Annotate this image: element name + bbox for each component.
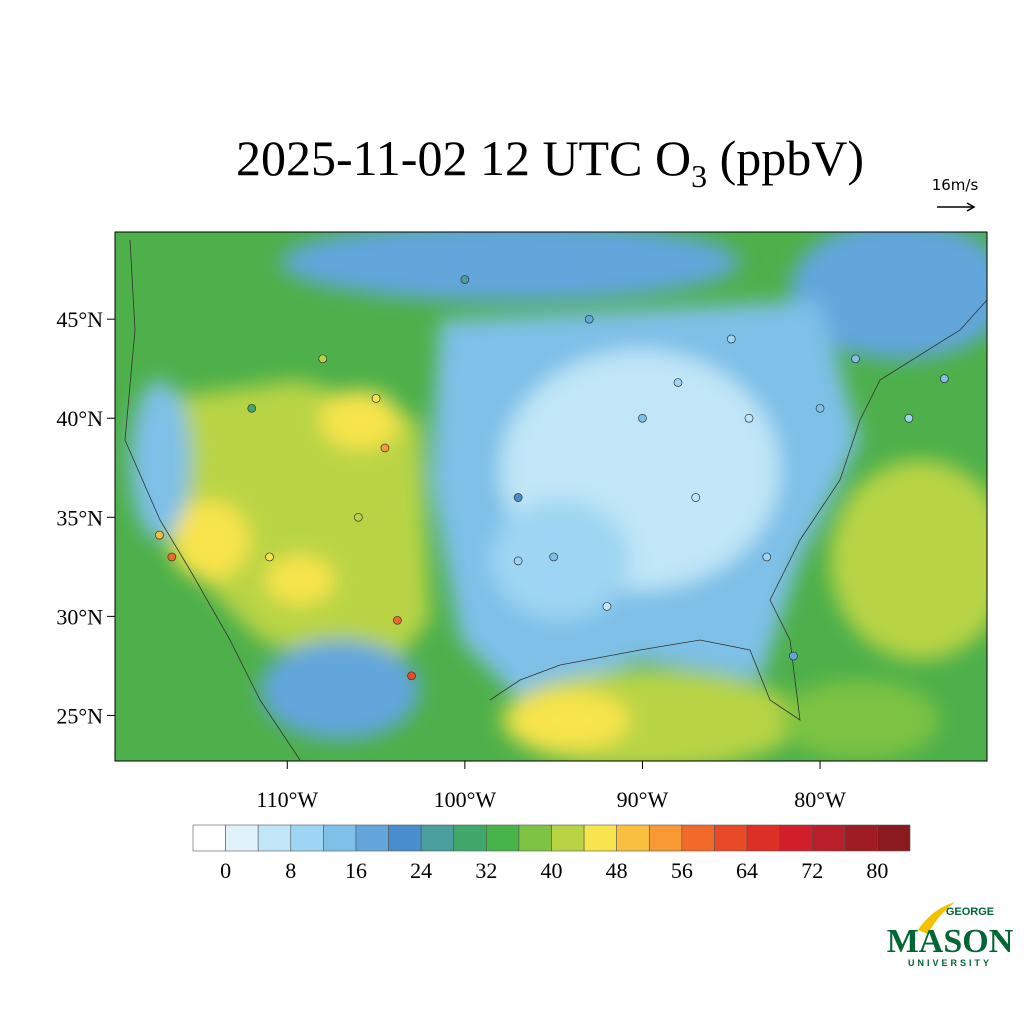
colorbar-box [681,824,715,852]
colorbar-box [811,824,846,852]
station [380,443,390,453]
station [584,314,594,324]
colorbar-box [714,824,748,852]
colorbar-box [225,824,259,852]
colorbar-tick-label: 16 [345,858,367,883]
station [407,671,416,681]
colorbar-box [779,824,813,852]
station [460,275,470,284]
title-suffix: (ppbV) [707,130,864,186]
logo-bottom: UNIVERSITY [908,958,992,968]
colorbar-tick-label: 0 [220,858,231,883]
colorbar-tick-label: 8 [285,858,296,883]
station [393,615,402,625]
colorbar-box [388,824,422,852]
colorbar-box [518,824,552,852]
colorbar-tick-label: 64 [736,858,758,883]
station [513,493,523,502]
station [353,512,363,522]
lat-tick-label: 40°N [56,406,103,431]
logo-swoosh [918,902,955,934]
colorbar-box [844,824,878,852]
lon-tick-label: 100°W [434,787,497,812]
station [155,530,164,540]
colorbar-box [877,824,911,852]
logo-top: GEORGE [946,906,994,918]
map-frame [114,231,988,762]
station [318,354,328,364]
logo-main: MASON [887,923,1014,960]
station [513,556,523,566]
colorbar-tick-label: 40 [541,858,563,883]
station [673,378,683,387]
lat-tick-label: 30°N [56,604,103,629]
station [265,552,274,562]
title-subscript: 3 [691,158,707,194]
vector-reference-label: 16m/s [932,176,979,194]
station [726,334,736,344]
station [371,394,381,403]
ozone-field [115,232,987,761]
colorbar-tick-label: 32 [475,858,497,883]
colorbar-box [648,824,683,852]
colorbar-tick-label: 24 [410,858,432,883]
station [762,552,772,562]
station [247,403,257,413]
colorbar-box [616,824,650,852]
colorbar-tick-label: 48 [606,858,628,883]
colorbar-box [551,824,585,852]
colorbar-box [583,824,617,852]
lon-tick-label: 90°W [617,787,669,812]
station [940,374,949,383]
title-text: 2025-11-02 12 UTC O [236,130,691,186]
station [549,552,559,562]
station [744,413,754,423]
colorbar-tick-label: 56 [671,858,693,883]
colorbar-box [323,824,357,852]
colorbar-box [746,824,780,852]
colorbar-tick-label: 80 [866,858,888,883]
colorbar-box [420,824,455,852]
vector-reference-arrow [937,202,976,212]
colorbar-box [453,824,487,852]
colorbar-box [257,824,292,852]
colorbar-box [192,824,226,852]
colorbar-box [355,824,389,852]
station [789,651,798,661]
title: 2025-11-02 12 UTC O3 (ppbV) [236,130,864,194]
lat-tick-label: 25°N [56,703,103,728]
lon-tick-label: 80°W [794,787,846,812]
station [602,602,612,611]
station [904,413,914,423]
lon-tick-label: 110°W [256,787,318,812]
colorbar-tick-label: 72 [801,858,823,883]
station [691,493,701,502]
station [851,354,860,364]
lat-tick-label: 45°N [56,307,103,332]
coastline [124,239,987,761]
colorbar-box [290,824,324,852]
station [167,552,177,562]
logo: GEORGE MASON UNIVERSITY [887,902,1014,968]
colorbar-box [486,824,520,852]
station [815,403,825,413]
station [638,413,647,423]
lat-tick-label: 35°N [56,505,103,530]
